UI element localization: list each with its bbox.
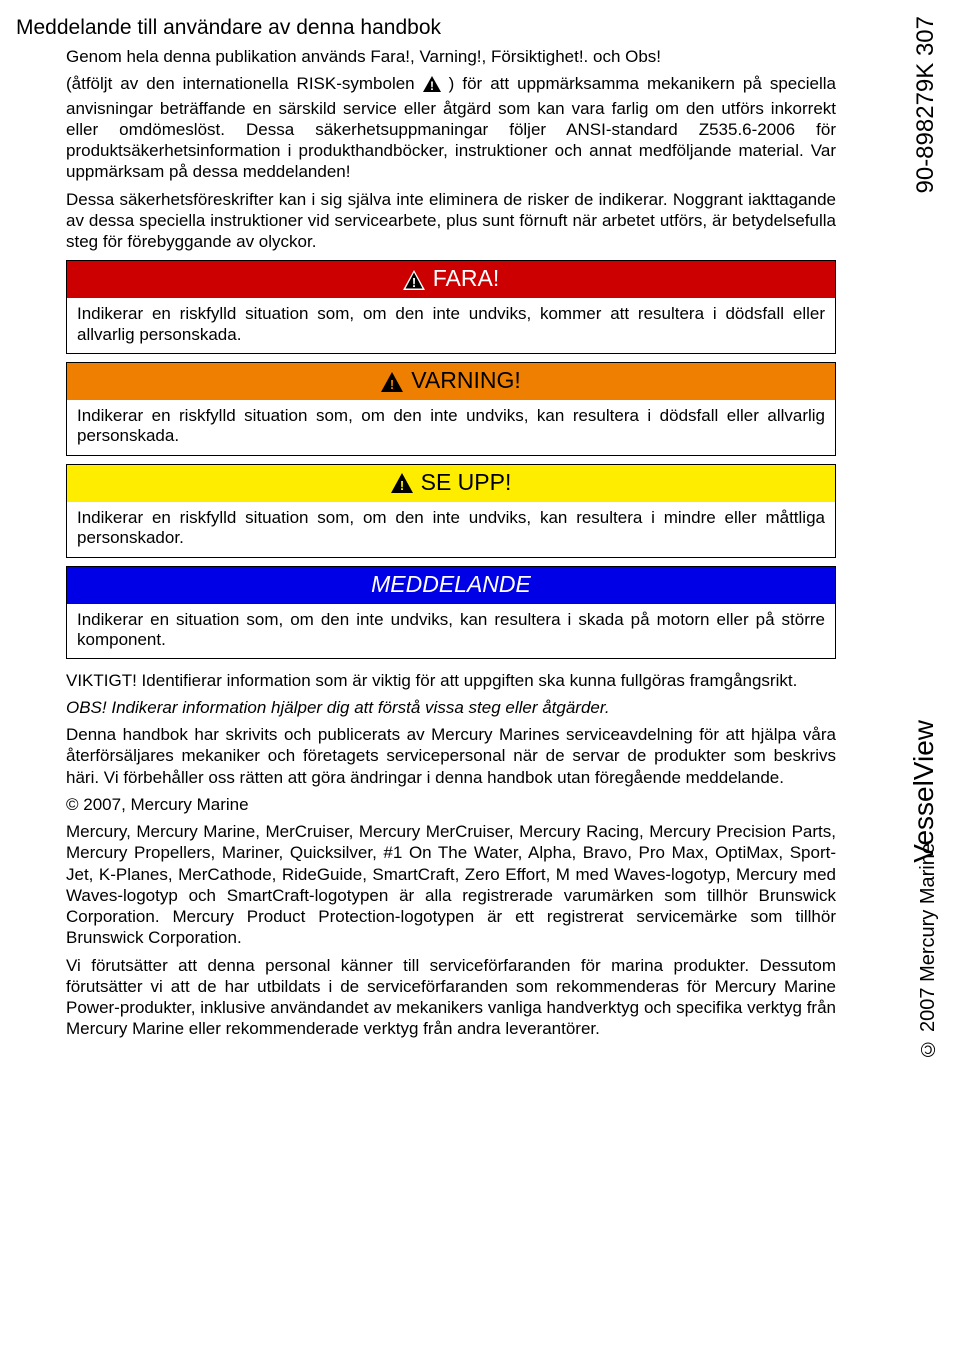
side-copyright: © 2007 Mercury Marine xyxy=(917,843,940,1060)
risk-symbol-icon: ! xyxy=(423,76,441,97)
alert-meddelande-label: MEDDELANDE xyxy=(371,571,531,598)
alert-seupp-header: ! SE UPP! xyxy=(67,465,835,502)
intro-paragraph-3: Dessa säkerhetsföreskrifter kan i sig sj… xyxy=(66,189,836,253)
alert-varning: ! VARNING! Indikerar en riskfylld situat… xyxy=(66,362,836,456)
intro-paragraph-2: (åtföljt av den internationella RISK-sym… xyxy=(66,73,836,182)
alert-fara: ! FARA! Indikerar en riskfylld situation… xyxy=(66,260,836,354)
alert-meddelande-header: MEDDELANDE xyxy=(67,567,835,604)
warning-triangle-icon: ! xyxy=(403,269,425,289)
intro2-before: (åtföljt av den internationella RISK-sym… xyxy=(66,74,423,93)
svg-text:!: ! xyxy=(412,275,416,290)
obs-note: OBS! Indikerar information hjälper dig a… xyxy=(66,698,836,718)
svg-text:!: ! xyxy=(399,478,403,493)
body-paragraph-4: Vi förutsätter att denna personal känner… xyxy=(66,955,836,1040)
side-product-name: VesselView xyxy=(908,720,940,863)
alert-varning-header: ! VARNING! xyxy=(67,363,835,400)
body-paragraph-1: Denna handbok har skrivits och publicera… xyxy=(66,724,836,788)
svg-text:!: ! xyxy=(430,79,434,92)
trademarks-paragraph: Mercury, Mercury Marine, MerCruiser, Mer… xyxy=(66,821,836,949)
intro-line-1: Genom hela denna publikation används Far… xyxy=(66,46,836,67)
side-doc-number: 90-898279K 307 xyxy=(912,16,940,194)
alert-fara-label: FARA! xyxy=(433,265,499,292)
svg-text:!: ! xyxy=(390,377,394,392)
alert-varning-label: VARNING! xyxy=(411,367,520,394)
alert-fara-body: Indikerar en riskfylld situation som, om… xyxy=(67,298,835,353)
warning-triangle-icon: ! xyxy=(391,472,413,492)
alert-seupp-body: Indikerar en riskfylld situation som, om… xyxy=(67,502,835,557)
alert-meddelande-body: Indikerar en situation som, om den inte … xyxy=(67,604,835,659)
alert-seupp: ! SE UPP! Indikerar en riskfylld situati… xyxy=(66,464,836,558)
alert-meddelande: MEDDELANDE Indikerar en situation som, o… xyxy=(66,566,836,660)
warning-triangle-icon: ! xyxy=(381,371,403,391)
copyright-line: © 2007, Mercury Marine xyxy=(66,794,836,815)
alert-seupp-label: SE UPP! xyxy=(421,469,512,496)
viktigt-note: VIKTIGT! Identifierar information som är… xyxy=(66,671,836,691)
alert-varning-body: Indikerar en riskfylld situation som, om… xyxy=(67,400,835,455)
alert-fara-header: ! FARA! xyxy=(67,261,835,298)
page-title: Meddelande till användare av denna handb… xyxy=(16,16,836,40)
